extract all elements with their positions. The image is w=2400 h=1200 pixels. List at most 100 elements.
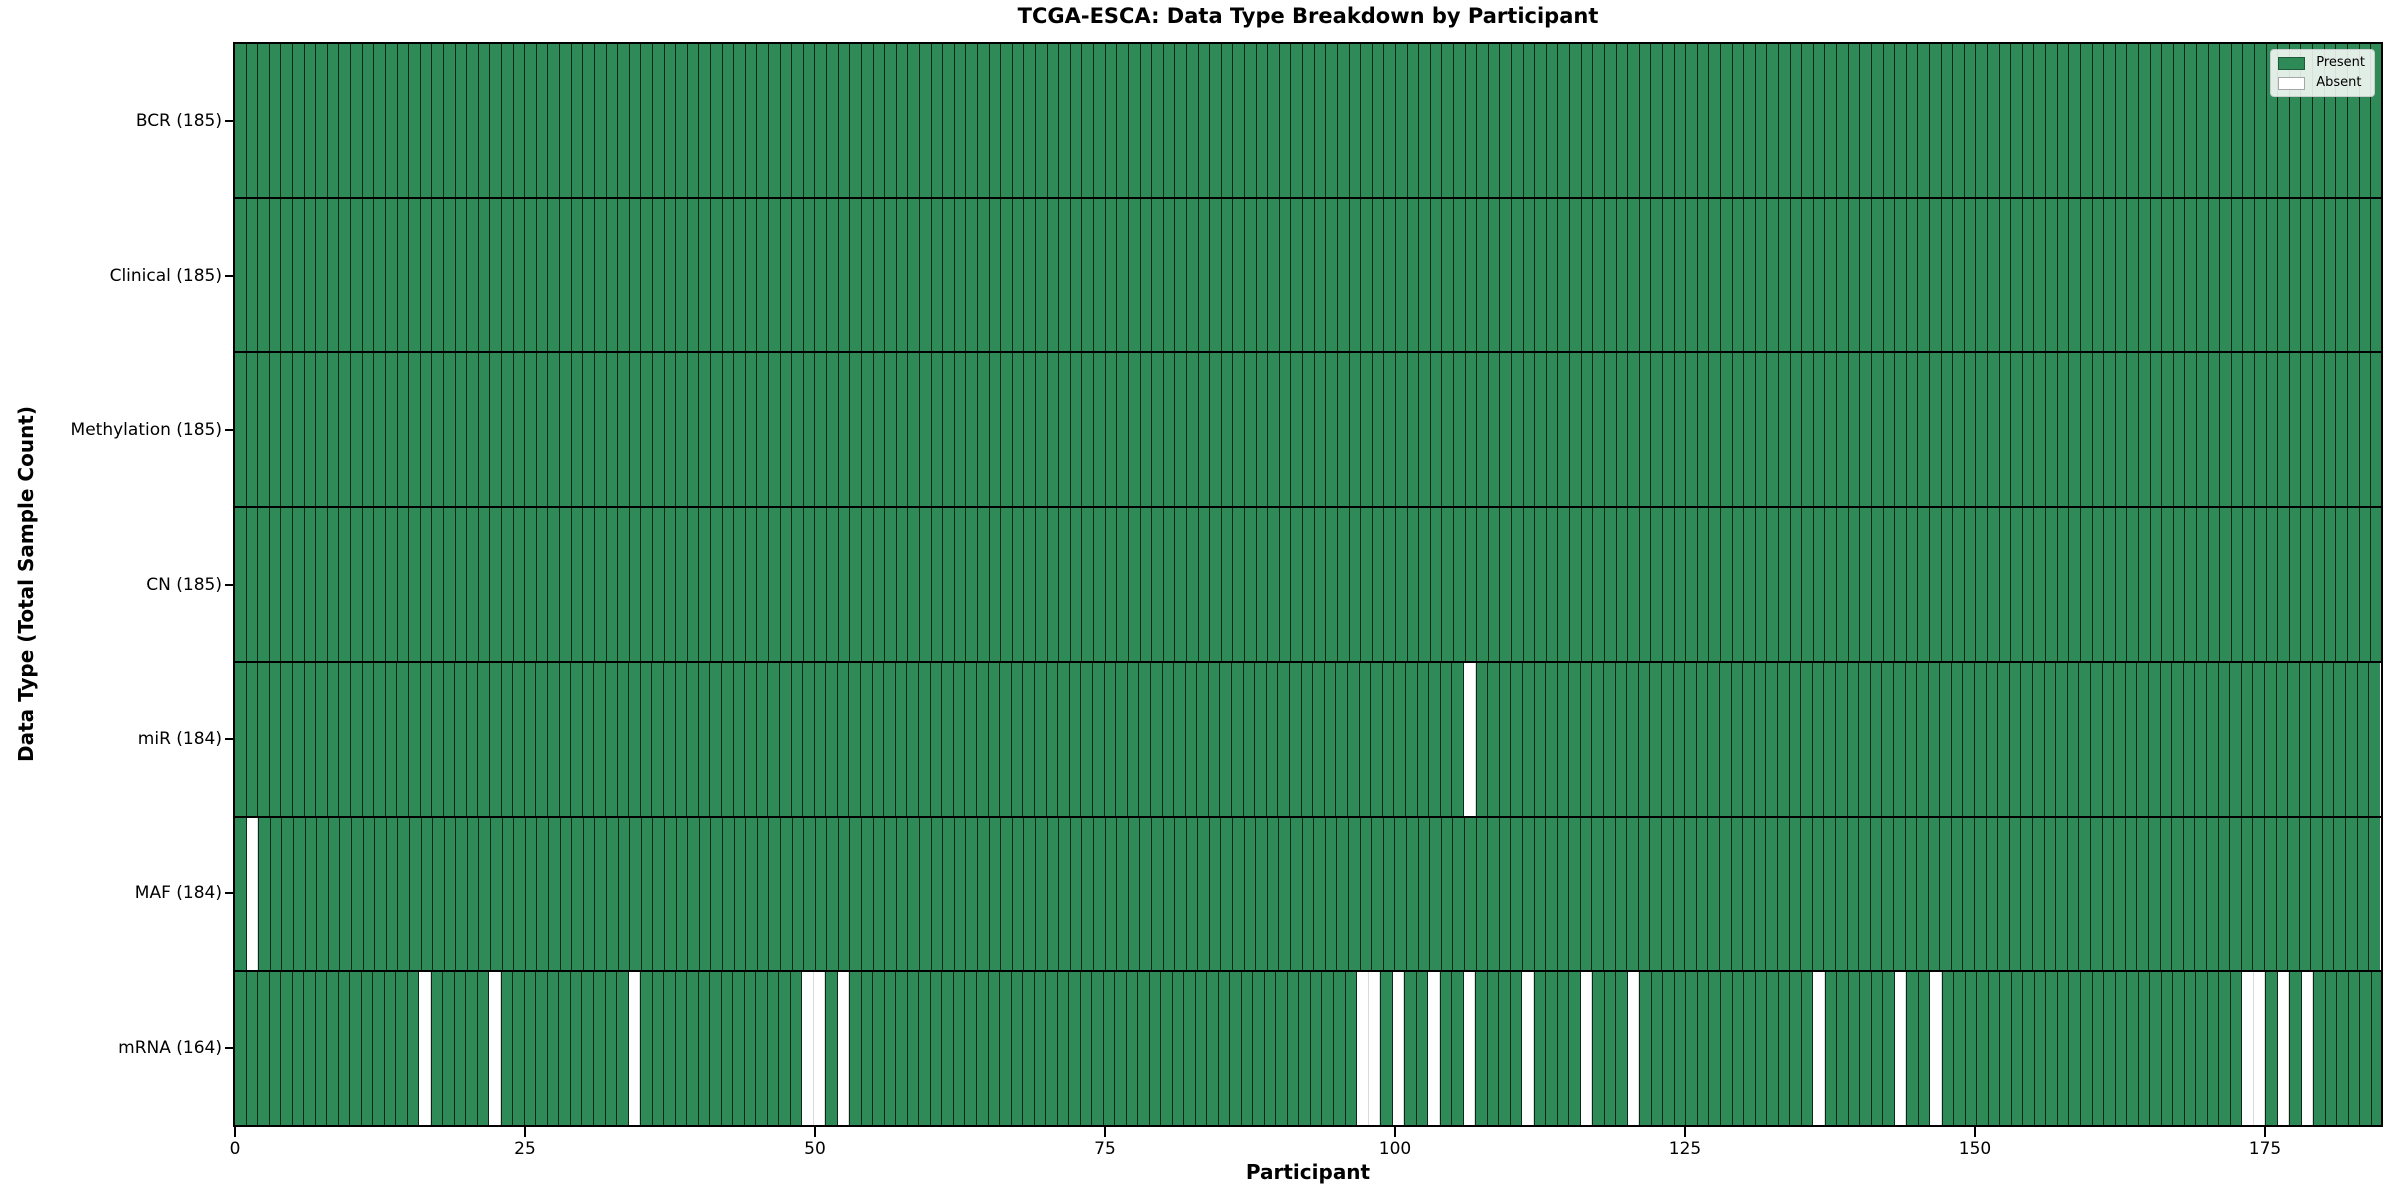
cell-bcr-160 bbox=[2092, 44, 2105, 197]
cell-bcr-28 bbox=[560, 44, 572, 197]
cell-cn-88 bbox=[1256, 508, 1269, 661]
cell-mrna-136 bbox=[1813, 972, 1825, 1126]
cell-methylation-178 bbox=[2301, 353, 2314, 507]
cell-mrna-19 bbox=[454, 972, 467, 1126]
cell-maf-8 bbox=[328, 817, 341, 971]
cell-cn-159 bbox=[2080, 508, 2093, 661]
cell-cn-0 bbox=[235, 508, 247, 661]
cell-methylation-37 bbox=[664, 353, 677, 507]
cell-cn-64 bbox=[978, 508, 990, 661]
cell-mrna-11 bbox=[361, 972, 374, 1126]
cell-cn-48 bbox=[792, 508, 804, 661]
cell-cn-24 bbox=[513, 508, 526, 661]
cell-bcr-131 bbox=[1755, 44, 1768, 197]
cell-bcr-173 bbox=[2243, 44, 2256, 197]
cell-maf-168 bbox=[2183, 817, 2196, 971]
cell-clinical-141 bbox=[1871, 198, 1884, 352]
cell-methylation-141 bbox=[1871, 353, 1884, 507]
cell-mir-20 bbox=[466, 662, 479, 816]
cell-mrna-94 bbox=[1322, 972, 1334, 1126]
cell-clinical-25 bbox=[525, 198, 537, 352]
cell-mir-2 bbox=[258, 662, 270, 816]
cell-mrna-137 bbox=[1824, 972, 1838, 1126]
cell-clinical-61 bbox=[943, 198, 955, 352]
cell-mir-124 bbox=[1673, 662, 1686, 816]
cell-bcr-90 bbox=[1279, 44, 1292, 197]
cell-clinical-17 bbox=[432, 198, 444, 352]
cell-methylation-135 bbox=[1802, 353, 1814, 507]
cell-mrna-175 bbox=[2265, 972, 2278, 1126]
cell-maf-105 bbox=[1453, 817, 1465, 971]
cell-clinical-57 bbox=[896, 198, 909, 352]
cell-mrna-163 bbox=[2127, 972, 2139, 1126]
cell-mir-141 bbox=[1870, 662, 1883, 816]
cell-clinical-55 bbox=[873, 198, 886, 352]
cell-cn-86 bbox=[1233, 508, 1246, 661]
cell-cn-131 bbox=[1755, 508, 1768, 661]
cell-cn-71 bbox=[1059, 508, 1071, 661]
cell-methylation-42 bbox=[722, 353, 735, 507]
cell-maf-26 bbox=[537, 817, 550, 971]
cell-methylation-64 bbox=[978, 353, 990, 507]
cell-clinical-18 bbox=[443, 198, 456, 352]
cell-mrna-20 bbox=[466, 972, 478, 1126]
cell-maf-59 bbox=[920, 817, 932, 971]
cell-methylation-161 bbox=[2104, 353, 2116, 507]
cell-clinical-147 bbox=[1941, 198, 1954, 352]
cell-clinical-48 bbox=[792, 198, 804, 352]
cell-bcr-162 bbox=[2115, 44, 2128, 197]
cell-maf-55 bbox=[873, 817, 886, 971]
cell-methylation-81 bbox=[1175, 353, 1187, 507]
cell-methylation-152 bbox=[1999, 353, 2012, 507]
cell-cn-11 bbox=[362, 508, 375, 661]
cell-bcr-36 bbox=[652, 44, 665, 197]
legend-label: Absent bbox=[2316, 75, 2362, 90]
cell-cn-44 bbox=[745, 508, 758, 661]
cell-mrna-30 bbox=[582, 972, 594, 1126]
cell-mrna-117 bbox=[1592, 972, 1605, 1126]
cell-cn-89 bbox=[1268, 508, 1280, 661]
ytick-mark bbox=[225, 120, 233, 123]
cell-maf-127 bbox=[1708, 817, 1720, 971]
cell-methylation-90 bbox=[1279, 353, 1292, 507]
cell-methylation-126 bbox=[1697, 353, 1710, 507]
cell-methylation-27 bbox=[548, 353, 561, 507]
cell-mrna-8 bbox=[327, 972, 339, 1126]
cell-mir-80 bbox=[1162, 662, 1175, 816]
cell-clinical-174 bbox=[2255, 198, 2267, 352]
cell-mir-49 bbox=[803, 662, 815, 816]
cell-maf-86 bbox=[1233, 817, 1245, 971]
cell-bcr-40 bbox=[699, 44, 711, 197]
cell-maf-182 bbox=[2346, 817, 2358, 971]
cell-bcr-94 bbox=[1326, 44, 1338, 197]
cell-maf-89 bbox=[1267, 817, 1280, 971]
cell-mir-21 bbox=[478, 662, 491, 816]
cell-methylation-183 bbox=[2359, 353, 2372, 507]
cell-maf-106 bbox=[1464, 817, 1477, 971]
cell-methylation-122 bbox=[1651, 353, 1663, 507]
row-clinical bbox=[235, 198, 2381, 354]
cell-methylation-68 bbox=[1024, 353, 1037, 507]
cell-mir-123 bbox=[1662, 662, 1674, 816]
cell-mrna-89 bbox=[1264, 972, 1277, 1126]
cell-maf-184 bbox=[2369, 817, 2380, 971]
cell-maf-41 bbox=[711, 817, 723, 971]
cell-clinical-23 bbox=[502, 198, 514, 352]
cell-bcr-76 bbox=[1117, 44, 1129, 197]
cell-mir-128 bbox=[1720, 662, 1732, 816]
legend-item-present: Present bbox=[2278, 55, 2365, 71]
cell-maf-147 bbox=[1940, 817, 1952, 971]
cell-mrna-109 bbox=[1499, 972, 1511, 1126]
cell-mrna-151 bbox=[1988, 972, 2001, 1126]
cell-maf-78 bbox=[1140, 817, 1152, 971]
cell-maf-126 bbox=[1696, 817, 1709, 971]
cell-methylation-53 bbox=[850, 353, 862, 507]
cell-bcr-129 bbox=[1732, 44, 1745, 197]
cell-mir-18 bbox=[443, 662, 456, 816]
cell-mrna-174 bbox=[2253, 972, 2266, 1126]
cell-maf-159 bbox=[2079, 817, 2091, 971]
cell-clinical-6 bbox=[304, 198, 317, 352]
cell-methylation-103 bbox=[1430, 353, 1443, 507]
cell-cn-75 bbox=[1105, 508, 1118, 661]
cell-clinical-4 bbox=[281, 198, 294, 352]
